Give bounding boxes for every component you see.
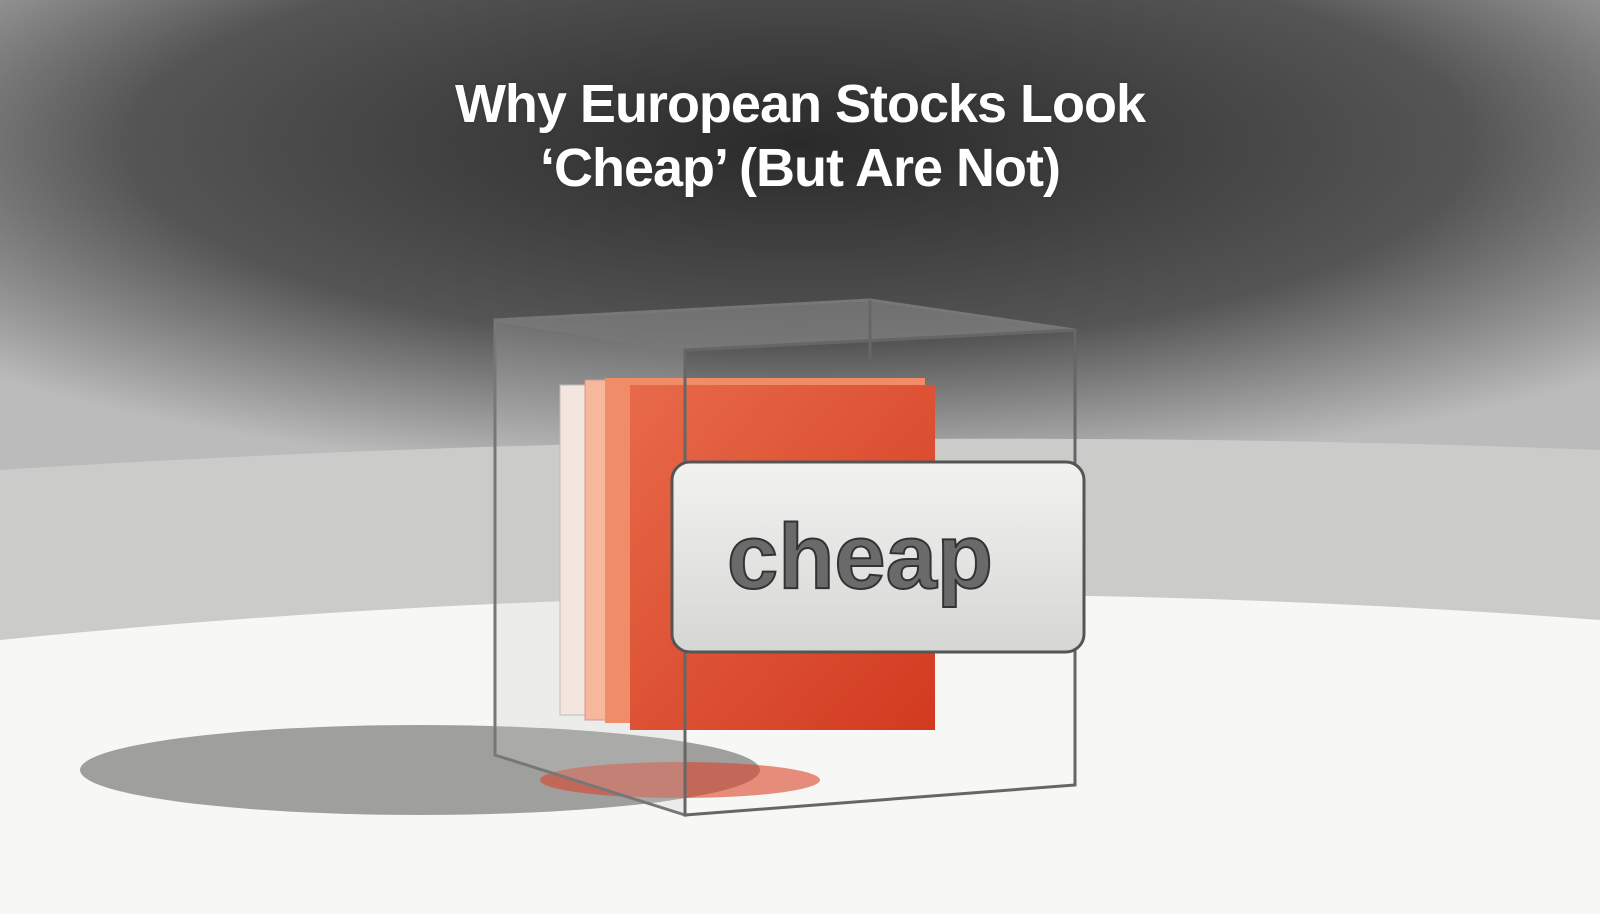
title-line-2: ‘Cheap’ (But Are Not) bbox=[539, 138, 1061, 198]
title-line-1: Why European Stocks Look bbox=[454, 74, 1146, 134]
glass-cube-front bbox=[683, 300, 1077, 817]
label-plate-text: cheap bbox=[727, 506, 993, 608]
label-plate: cheap bbox=[670, 460, 1086, 654]
red-reflection bbox=[540, 762, 820, 798]
